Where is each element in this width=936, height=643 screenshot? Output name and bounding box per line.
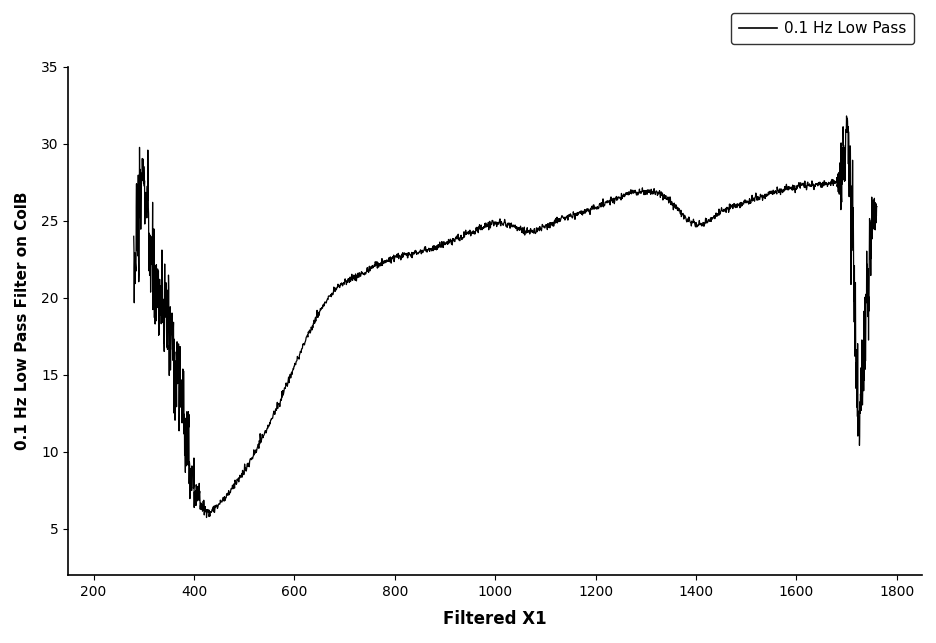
Y-axis label: 0.1 Hz Low Pass Filter on ColB: 0.1 Hz Low Pass Filter on ColB: [15, 192, 30, 450]
X-axis label: Filtered X1: Filtered X1: [443, 610, 547, 628]
Legend: 0.1 Hz Low Pass: 0.1 Hz Low Pass: [730, 14, 914, 44]
